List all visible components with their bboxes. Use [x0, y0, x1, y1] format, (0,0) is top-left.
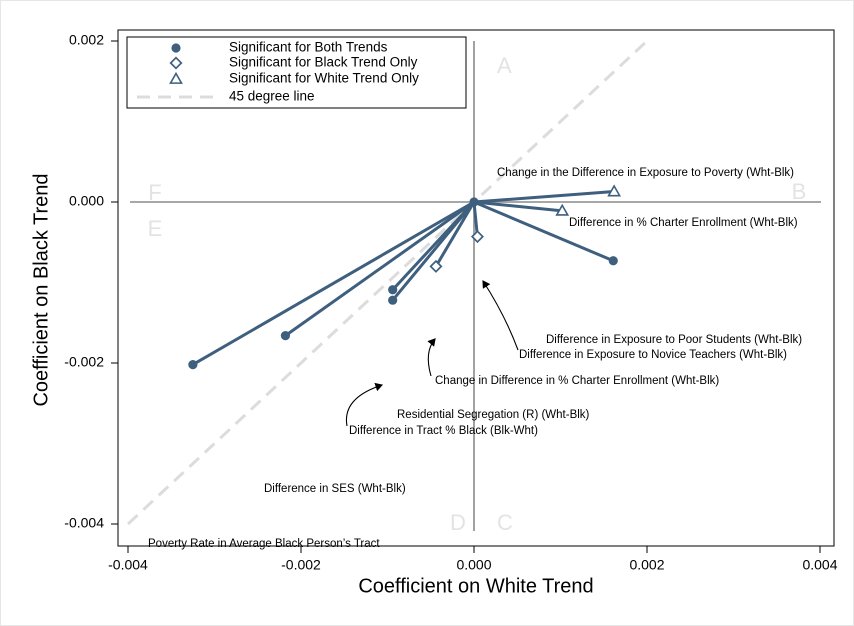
- point-label-2: Difference in % Charter Enrollment (Wht-…: [569, 217, 798, 229]
- legend-label-4: 45 degree line: [229, 89, 315, 104]
- legend-label-3: Significant for White Trend Only: [229, 71, 419, 86]
- data-point-1: [607, 184, 622, 197]
- plot-frame: [117, 29, 835, 547]
- x-tick-label-1: -0.004: [108, 557, 148, 573]
- annotation-arrow-2: [427, 338, 436, 377]
- annotation-arrow-3: [345, 382, 384, 427]
- data-point-8: [280, 331, 291, 341]
- y-axis-title: Coefficient on Black Trend: [30, 173, 52, 406]
- x-tick-label-5: 0.004: [802, 557, 837, 573]
- region-label-f: F: [148, 180, 161, 205]
- spoke-line-7: [391, 200, 476, 292]
- spoke-line-8: [283, 200, 476, 338]
- x-axis-title: Coefficient on White Trend: [358, 575, 593, 597]
- point-label-5: Change in Difference in % Charter Enroll…: [435, 375, 719, 387]
- annotation-arrow-1: [482, 280, 519, 351]
- spoke-line-9: [191, 200, 476, 367]
- data-point-4: [470, 230, 484, 244]
- point-label-3: Difference in Exposure to Poor Students …: [546, 334, 802, 346]
- point-label-6: Residential Segregation (R) (Wht-Blk): [397, 409, 590, 421]
- region-label-e: E: [148, 216, 163, 241]
- legend-swatch-3: [169, 71, 183, 84]
- origin-point: [469, 197, 479, 207]
- y-tick-label-2: -0.002: [64, 354, 104, 370]
- x-tick-label-2: -0.002: [281, 557, 321, 573]
- x-tick-label-4: 0.002: [629, 557, 664, 573]
- spoke-line-3: [472, 200, 615, 263]
- data-point-9: [188, 360, 198, 370]
- spoke-line-5: [434, 200, 476, 268]
- legend-swatch-2: [169, 56, 183, 70]
- region-label-b: B: [792, 179, 807, 204]
- point-label-1: Change in the Difference in Exposure to …: [497, 167, 794, 179]
- reference-line-45-degree: [126, 39, 649, 526]
- legend-swatch-1: [171, 43, 181, 53]
- legend-label-2: Significant for Black Trend Only: [229, 55, 418, 70]
- y-tick-label-3: 0.000: [69, 193, 104, 209]
- point-label-9: Poverty Rate in Average Black Person’s T…: [148, 538, 380, 550]
- region-label-c: C: [497, 510, 513, 535]
- data-point-6: [388, 295, 398, 305]
- x-tick-label-3: 0.000: [456, 557, 491, 573]
- point-label-7: Difference in Tract % Black (Blk-Wht): [349, 425, 538, 437]
- region-label-d: D: [450, 510, 466, 535]
- region-label-a: A: [497, 53, 512, 78]
- legend-label-1: Significant for Both Trends: [229, 40, 388, 55]
- data-point-3: [608, 256, 618, 266]
- spoke-line-1: [472, 190, 616, 204]
- y-tick-label-1: -0.004: [64, 515, 104, 531]
- spoke-line-2: [472, 200, 564, 213]
- y-tick-label-4: 0.002: [69, 32, 104, 48]
- data-point-5: [429, 259, 443, 273]
- point-label-8: Difference in SES (Wht-Blk): [264, 483, 406, 495]
- data-point-7: [388, 285, 398, 295]
- point-label-4: Difference in Exposure to Novice Teacher…: [519, 349, 787, 361]
- data-point-2: [555, 203, 570, 216]
